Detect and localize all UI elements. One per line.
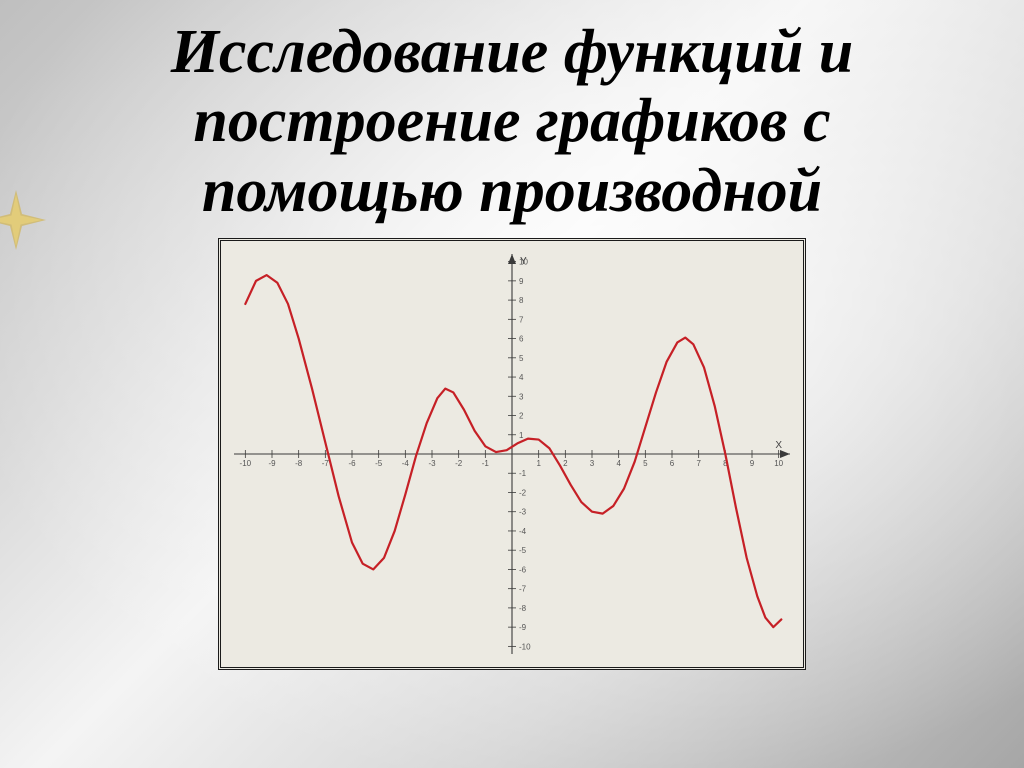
chart-plot-area: -10 -9 -8 -7 -6 -5 -4 -3 -2 -1 1 2 3 4 5 6 7 8 9 10 -10 -9 -8 -… — [232, 252, 792, 656]
chart-frame: -10 -9 -8 -7 -6 -5 -4 -3 -2 -1 1 2 3 4 5 6 7 8 9 10 -10 -9 -8 -… — [218, 238, 806, 670]
svg-text:-5: -5 — [375, 459, 383, 468]
svg-text:10: 10 — [774, 459, 783, 468]
svg-text:4: 4 — [616, 459, 621, 468]
svg-text:5: 5 — [519, 354, 524, 363]
svg-text:-9: -9 — [519, 623, 527, 632]
svg-text:-6: -6 — [519, 566, 527, 575]
svg-text:X: X — [775, 440, 782, 451]
svg-text:2: 2 — [519, 412, 524, 421]
svg-text:7: 7 — [519, 316, 524, 325]
svg-text:1: 1 — [536, 459, 541, 468]
svg-text:-10: -10 — [240, 459, 252, 468]
svg-text:-10: -10 — [519, 643, 531, 652]
svg-text:4: 4 — [519, 373, 524, 382]
svg-text:-1: -1 — [482, 459, 490, 468]
svg-text:-1: -1 — [519, 470, 527, 479]
svg-text:2: 2 — [563, 459, 568, 468]
svg-text:-3: -3 — [519, 508, 527, 517]
svg-text:-7: -7 — [519, 585, 527, 594]
svg-text:6: 6 — [519, 335, 524, 344]
svg-text:1: 1 — [519, 431, 524, 440]
svg-text:-2: -2 — [519, 489, 527, 498]
page-title: Исследование функций и построение график… — [0, 0, 1024, 226]
svg-text:9: 9 — [750, 459, 755, 468]
svg-text:-3: -3 — [428, 459, 436, 468]
svg-text:-2: -2 — [455, 459, 463, 468]
svg-text:-6: -6 — [348, 459, 356, 468]
svg-text:3: 3 — [519, 393, 524, 402]
svg-text:3: 3 — [590, 459, 595, 468]
svg-text:5: 5 — [643, 459, 648, 468]
svg-text:-4: -4 — [519, 527, 527, 536]
svg-text:6: 6 — [670, 459, 675, 468]
svg-text:-8: -8 — [519, 604, 527, 613]
svg-text:-5: -5 — [519, 547, 527, 556]
svg-text:-9: -9 — [268, 459, 276, 468]
svg-text:8: 8 — [519, 296, 524, 305]
svg-text:Y: Y — [520, 256, 527, 267]
title-line-3: помощью производной — [28, 157, 996, 226]
svg-text:7: 7 — [696, 459, 701, 468]
title-line-2: построение графиков с — [28, 87, 996, 156]
svg-text:9: 9 — [519, 277, 524, 286]
title-line-1: Исследование функций и — [28, 18, 996, 87]
svg-text:-7: -7 — [322, 459, 330, 468]
svg-text:-8: -8 — [295, 459, 303, 468]
svg-text:-4: -4 — [402, 459, 410, 468]
